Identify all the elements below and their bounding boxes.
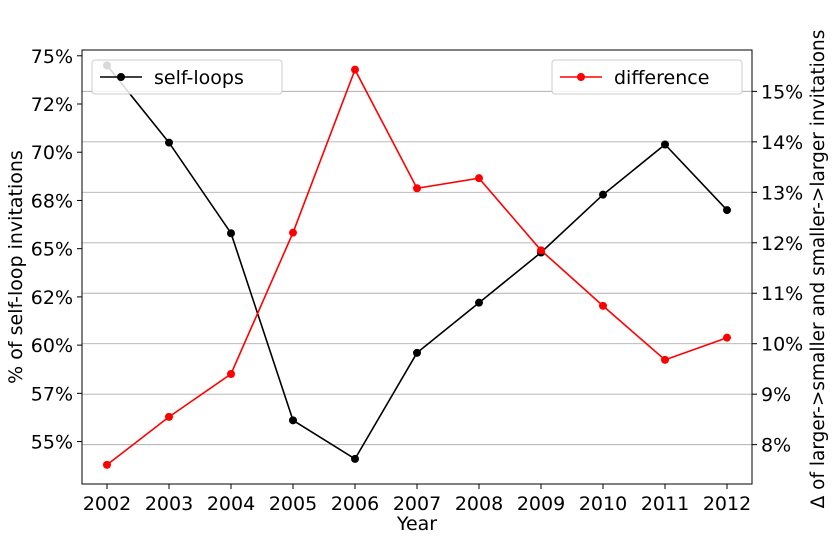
left-y-tick-label: 75% (31, 46, 73, 68)
axes: 2002 2003 2004 2005 2006 2007 2008 2009 2010 2011… (31, 46, 803, 515)
data-point-self-loops (723, 206, 731, 215)
legend-self-loops: self-loops (91, 59, 283, 95)
data-point-self-loops (599, 190, 607, 199)
x-tick-label: 2005 (269, 493, 317, 515)
left-y-tick-label: 68% (31, 190, 73, 212)
data-point-difference (723, 333, 731, 342)
x-axis-label: Year (396, 513, 437, 535)
data-point-difference (413, 184, 421, 193)
x-tick-label: 2011 (641, 493, 689, 515)
series-line-difference (106, 67, 728, 466)
plot-frame (81, 49, 753, 485)
x-tick-label: 2012 (703, 493, 751, 515)
left-y-tick-label: 55% (31, 432, 73, 454)
data-point-self-loops (227, 229, 235, 238)
left-y-tick-label: 72% (31, 94, 73, 116)
legend-marker (117, 73, 125, 81)
x-tick-label: 2007 (393, 493, 441, 515)
x-tick-label: 2010 (579, 493, 627, 515)
right-y-tick-label: 9% (761, 384, 791, 406)
data-point-self-loops (289, 416, 297, 425)
right-y-tick-label: 14% (761, 132, 803, 154)
x-tick-label: 2009 (517, 493, 565, 515)
legend-label: difference (614, 67, 709, 89)
data-point-self-loops (413, 348, 421, 357)
x-tick-label: 2002 (83, 493, 131, 515)
legend-label: self-loops (154, 67, 244, 89)
legend-difference: difference (551, 59, 743, 95)
grid-lines (82, 90, 752, 446)
data-point-difference (537, 246, 545, 255)
right-y-tick-label: 12% (761, 233, 803, 255)
left-y-tick-label: 60% (31, 335, 73, 357)
right-y-tick-label: 13% (761, 182, 803, 204)
legends: self-loops difference (91, 59, 743, 95)
data-point-difference (351, 65, 359, 74)
right-y-tick-label: 15% (761, 81, 803, 103)
left-y-tick-label: 62% (31, 287, 73, 309)
left-y-tick-label: 70% (31, 142, 73, 164)
legend-box (551, 59, 743, 95)
data-point-difference (165, 412, 173, 421)
data-point-self-loops (661, 140, 669, 149)
left-y-tick-label: 57% (31, 383, 73, 405)
left-y-axis-label: % of self-loop invitations (5, 150, 27, 384)
data-point-self-loops (351, 454, 359, 463)
series-layer (103, 61, 731, 469)
right-y-tick-label: 8% (761, 435, 791, 457)
legend-box (91, 59, 283, 95)
data-point-difference (475, 174, 483, 183)
data-point-self-loops (165, 138, 173, 147)
x-tick-label: 2003 (145, 493, 193, 515)
data-point-difference (103, 460, 111, 469)
x-tick-label: 2006 (331, 493, 379, 515)
data-point-difference (227, 369, 235, 378)
data-point-difference (661, 355, 669, 364)
data-point-self-loops (475, 298, 483, 307)
left-y-tick-label: 65% (31, 239, 73, 261)
right-y-tick-label: 11% (761, 283, 803, 305)
legend-marker (577, 73, 585, 81)
x-tick-label: 2004 (207, 493, 255, 515)
series-line-self-loops (106, 64, 728, 461)
x-tick-label: 2008 (455, 493, 503, 515)
right-y-tick-label: 10% (761, 334, 803, 356)
data-point-difference (289, 228, 297, 237)
data-point-difference (599, 301, 607, 310)
right-y-axis-label: Δ of larger->smaller and smaller->larger… (808, 30, 829, 509)
